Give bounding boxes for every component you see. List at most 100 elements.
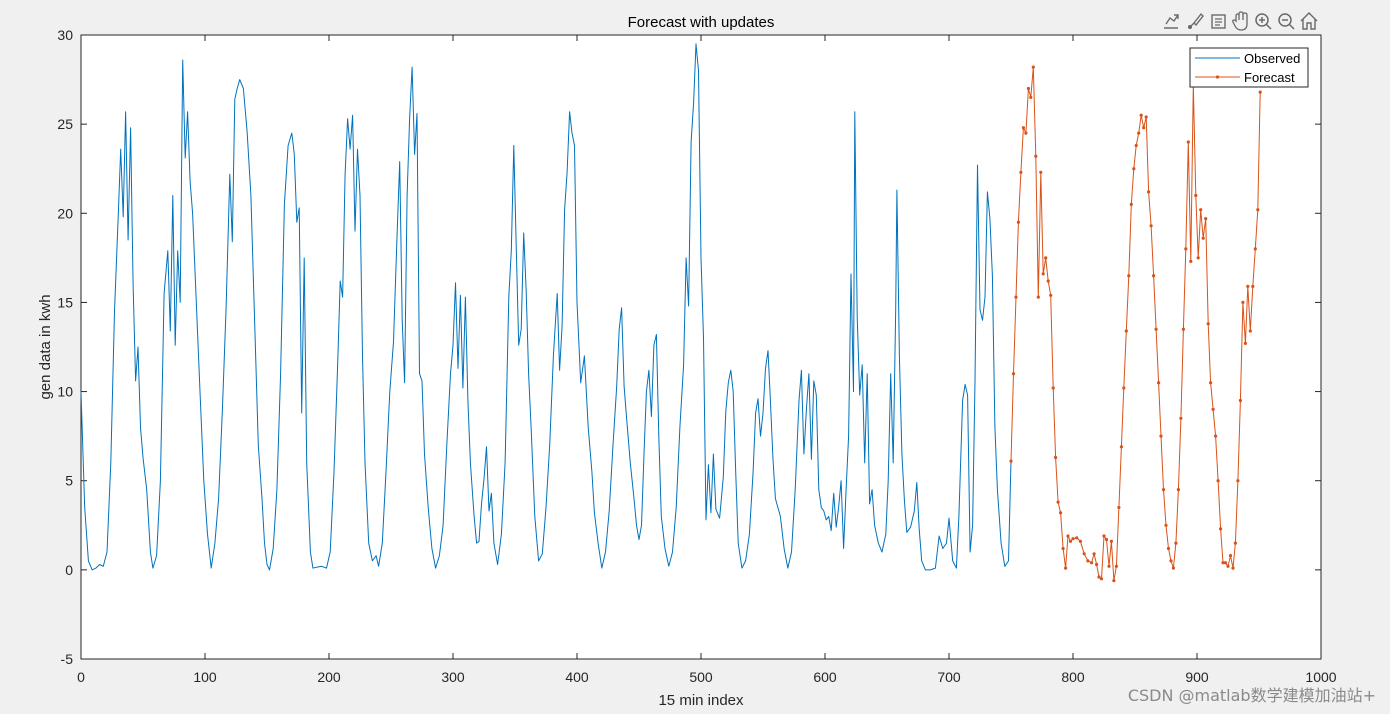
forecast-point xyxy=(1181,327,1185,331)
forecast-point xyxy=(1226,564,1230,568)
forecast-point xyxy=(1176,488,1180,492)
forecast-point xyxy=(1231,566,1235,570)
forecast-point xyxy=(1059,511,1063,515)
forecast-point xyxy=(1051,386,1055,390)
y-tick-label: 30 xyxy=(57,27,73,43)
forecast-point xyxy=(1014,295,1018,299)
forecast-point xyxy=(1071,537,1075,541)
forecast-point xyxy=(1041,272,1045,276)
forecast-point xyxy=(1137,131,1141,135)
y-tick-label: -5 xyxy=(61,651,74,667)
zoom-in-icon[interactable] xyxy=(1255,13,1272,30)
y-axis-label: gen data in kwh xyxy=(37,294,54,399)
forecast-point xyxy=(1082,552,1086,556)
forecast-point xyxy=(1109,539,1113,543)
series-line-observed xyxy=(80,43,1012,571)
forecast-point xyxy=(1024,131,1028,135)
forecast-point xyxy=(1102,534,1106,538)
forecast-point xyxy=(1104,537,1109,542)
forecast-point xyxy=(1221,561,1225,565)
forecast-point xyxy=(1159,434,1163,438)
y-tick-label: 10 xyxy=(57,384,73,400)
y-tick-label: 20 xyxy=(57,205,73,221)
forecast-point xyxy=(1196,256,1200,260)
forecast-point xyxy=(1056,500,1060,504)
forecast-point xyxy=(1164,523,1168,527)
forecast-point xyxy=(1009,459,1013,463)
home-icon[interactable] xyxy=(1300,12,1318,30)
legend-forecast-label: Forecast xyxy=(1244,70,1295,85)
forecast-point xyxy=(1201,236,1205,240)
forecast-point xyxy=(1132,167,1136,171)
forecast-point xyxy=(1092,552,1096,556)
series-layer xyxy=(80,43,1262,583)
legend[interactable]: Observed Forecast xyxy=(1189,47,1309,88)
forecast-point xyxy=(1174,541,1178,545)
brush-icon[interactable] xyxy=(1188,12,1204,29)
forecast-point xyxy=(1233,541,1237,545)
forecast-point xyxy=(1095,562,1099,567)
x-tick-label: 300 xyxy=(441,669,465,685)
forecast-point xyxy=(1157,381,1161,385)
forecast-point xyxy=(1129,202,1133,206)
chart-title: Forecast with updates xyxy=(628,14,775,31)
forecast-point xyxy=(1209,381,1213,385)
forecast-point xyxy=(1011,372,1016,376)
datatip-icon[interactable] xyxy=(1211,14,1226,29)
forecast-point xyxy=(1186,140,1190,144)
forecast-point xyxy=(1211,407,1215,411)
forecast-point xyxy=(1139,113,1143,117)
forecast-point xyxy=(1189,259,1193,263)
export-icon[interactable] xyxy=(1164,14,1179,29)
x-tick-label: 0 xyxy=(77,669,85,685)
x-tick-label: 500 xyxy=(689,669,713,685)
pan-icon[interactable] xyxy=(1232,11,1248,31)
forecast-point xyxy=(1124,329,1128,333)
forecast-point xyxy=(1248,329,1252,333)
forecast-point xyxy=(1031,65,1035,69)
forecast-point xyxy=(1144,115,1148,119)
forecast-point xyxy=(1016,220,1021,224)
forecast-point xyxy=(1099,577,1104,581)
forecast-point xyxy=(1238,398,1242,403)
y-tick-label: 15 xyxy=(57,294,73,310)
x-tick-label: 800 xyxy=(1061,669,1085,685)
forecast-point xyxy=(1044,256,1048,260)
forecast-point xyxy=(1127,274,1131,278)
forecast-point xyxy=(1112,579,1116,583)
x-tick-label: 700 xyxy=(937,669,961,685)
zoom-out-icon[interactable] xyxy=(1278,13,1295,30)
forecast-point xyxy=(1019,170,1023,174)
forecast-point xyxy=(1039,170,1043,174)
forecast-point xyxy=(1046,279,1050,283)
forecast-point xyxy=(1199,208,1203,212)
forecast-point xyxy=(1251,284,1255,288)
forecast-point xyxy=(1117,505,1121,510)
x-tick-label: 200 xyxy=(317,669,341,685)
x-axis-label: 15 min index xyxy=(658,692,744,709)
forecast-point xyxy=(1066,534,1070,538)
forecast-point xyxy=(1154,327,1158,331)
forecast-point xyxy=(1253,247,1257,251)
forecast-point xyxy=(1086,559,1090,563)
x-tick-label: 100 xyxy=(193,669,217,685)
forecast-point xyxy=(1194,193,1198,198)
forecast-point xyxy=(1219,527,1223,531)
forecast-point xyxy=(1243,341,1247,345)
y-tick-label: 0 xyxy=(65,562,73,578)
y-tick-label: 25 xyxy=(57,116,73,132)
forecast-point xyxy=(1147,190,1151,194)
forecast-point xyxy=(1214,434,1218,438)
forecast-point xyxy=(1228,554,1233,558)
forecast-point xyxy=(1258,90,1262,94)
forecast-point xyxy=(1026,86,1030,91)
forecast-point xyxy=(1049,293,1053,297)
axes-toolbar xyxy=(1164,11,1318,31)
forecast-point xyxy=(1119,445,1123,449)
forecast-point xyxy=(1246,284,1250,288)
forecast-point xyxy=(1054,455,1058,460)
legend-forecast-marker xyxy=(1215,75,1220,79)
tick-labels: 0 100 200 300 400 500 600 700 800 900 1000-5051015… xyxy=(57,27,1336,685)
forecast-point xyxy=(1034,154,1038,158)
forecast-point xyxy=(1256,208,1260,212)
